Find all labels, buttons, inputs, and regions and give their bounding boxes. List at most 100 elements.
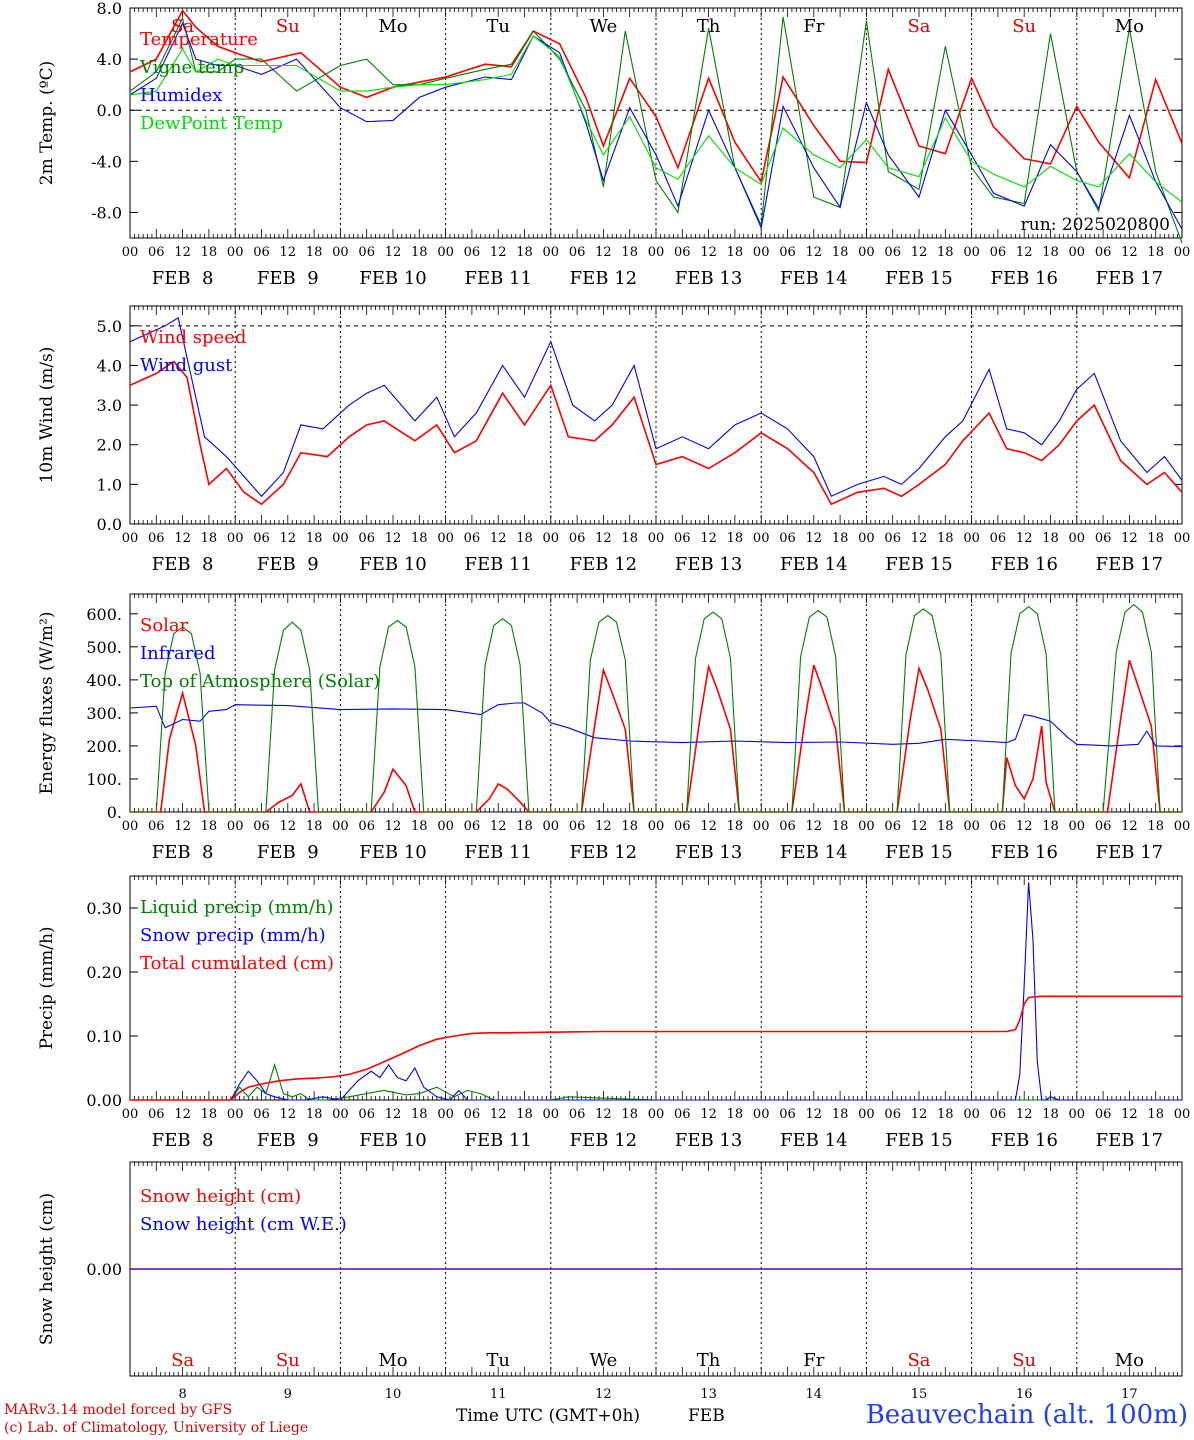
x-hour-label: 12 [280,531,297,546]
x-date-label: FEB 8 [152,554,214,575]
x-hour-label: 12 [1121,245,1138,260]
x-hour-label: 12 [806,531,823,546]
x-hour-label: 18 [516,531,533,546]
x-hour-label: 00 [963,819,980,834]
x-hour-label: 00 [1069,819,1086,834]
series-line-3 [130,603,1182,813]
hour-ticks [129,876,1183,1100]
weekday-label: Mo [1115,1350,1144,1371]
x-hour-label: 18 [621,819,638,834]
series-line-2 [130,882,1182,1101]
weekday-label: Su [1012,16,1036,37]
x-date-label: FEB 14 [780,268,847,289]
x-hour-label: 18 [201,531,218,546]
x-date-label: FEB 15 [885,842,952,863]
x-hour-label: 06 [1095,819,1112,834]
y-tick-label: 0.0 [97,101,122,120]
y-tick-label: 500. [86,638,122,657]
legend-entry: Vigne temp [139,57,244,78]
x-hour-label: 00 [122,1107,139,1122]
x-hour-label: 06 [148,531,165,546]
station-name: Beauvechain (alt. 100m) [865,1400,1188,1430]
weekday-label: Sa [171,16,194,37]
x-hour-label: 18 [1147,819,1164,834]
weekday-label: Mo [378,16,407,37]
x-date-label: FEB 9 [257,554,319,575]
x-hour-label: 00 [227,1107,244,1122]
x-hour-label: 06 [884,531,901,546]
y-tick-label: 0.20 [86,963,122,982]
weekday-label: Su [276,1350,300,1371]
x-date-label: FEB 9 [257,268,319,289]
x-hour-label: 12 [700,245,717,260]
x-hour-label: 06 [990,819,1007,834]
x-date-label: FEB 12 [570,842,637,863]
x-hour-label: 18 [201,245,218,260]
x-hour-label: 18 [832,819,849,834]
y-tick-label: 300. [86,704,122,723]
y-tick-label: 400. [86,671,122,690]
x-hour-label: 00 [227,819,244,834]
y-tick-label: 0.00 [86,1260,122,1279]
legend-entry: Snow height (cm) [140,1186,301,1207]
x-date-label: FEB 8 [152,842,214,863]
x-hour-label: 06 [779,819,796,834]
x-hour-label: 00 [1069,531,1086,546]
legend-entry: Total cumulated (cm) [140,953,334,974]
x-date-label: FEB 8 [152,268,214,289]
y-tick-label: 0.0 [97,515,122,534]
x-date-label: FEB 13 [675,842,742,863]
hour-ticks [129,8,1183,238]
day-number-label: 12 [595,1387,612,1402]
weekday-label: Tu [486,1350,510,1371]
x-date-label: FEB 11 [464,1130,531,1151]
x-date-label: FEB 10 [359,1130,426,1151]
x-hour-label: 12 [700,531,717,546]
x-hour-label: 06 [358,819,375,834]
x-hour-label: 00 [543,245,560,260]
series-line-1 [130,1062,1182,1101]
x-date-label: FEB 15 [885,268,952,289]
y-tick-label: 0.30 [86,899,122,918]
x-hour-label: 06 [674,531,691,546]
x-hour-label: 06 [674,245,691,260]
x-hour-label: 12 [1121,531,1138,546]
x-date-label: FEB 12 [570,554,637,575]
x-hour-label: 06 [990,531,1007,546]
series-line-1 [129,9,1183,184]
x-hour-label: 00 [437,531,454,546]
day-number-label: 13 [700,1387,717,1402]
x-hour-label: 06 [569,1107,586,1122]
x-hour-label: 12 [595,1107,612,1122]
x-hour-label: 18 [832,531,849,546]
x-hour-label: 12 [385,245,402,260]
x-date-label: FEB 11 [464,842,531,863]
y-tick-label: -4.0 [91,152,122,171]
weekday-label: Mo [1115,16,1144,37]
x-hour-label: 12 [1016,245,1033,260]
x-hour-label: 06 [569,531,586,546]
x-hour-label: 00 [543,819,560,834]
x-hour-label: 12 [280,819,297,834]
x-date-label: FEB 13 [675,1130,742,1151]
x-date-label: FEB 17 [1096,268,1163,289]
legend-entry: Snow precip (mm/h) [140,925,326,946]
x-date-label: FEB 12 [570,268,637,289]
x-hour-label: 12 [1016,531,1033,546]
x-hour-label: 06 [253,531,270,546]
day-number-label: 17 [1121,1387,1138,1402]
x-hour-label: 00 [753,245,770,260]
x-hour-label: 00 [858,245,875,260]
x-hour-label: 06 [779,531,796,546]
x-hour-label: 18 [306,531,323,546]
hour-ticks [129,594,1183,812]
x-hour-label: 00 [437,1107,454,1122]
x-hour-label: 18 [621,531,638,546]
x-hour-label: 06 [884,245,901,260]
weekday-label: We [590,1350,618,1371]
x-date-label: FEB 14 [780,554,847,575]
day-number-label: 10 [385,1387,402,1402]
hour-ticks [129,306,1183,524]
x-hour-label: 06 [1095,1107,1112,1122]
x-hour-label: 12 [490,819,507,834]
